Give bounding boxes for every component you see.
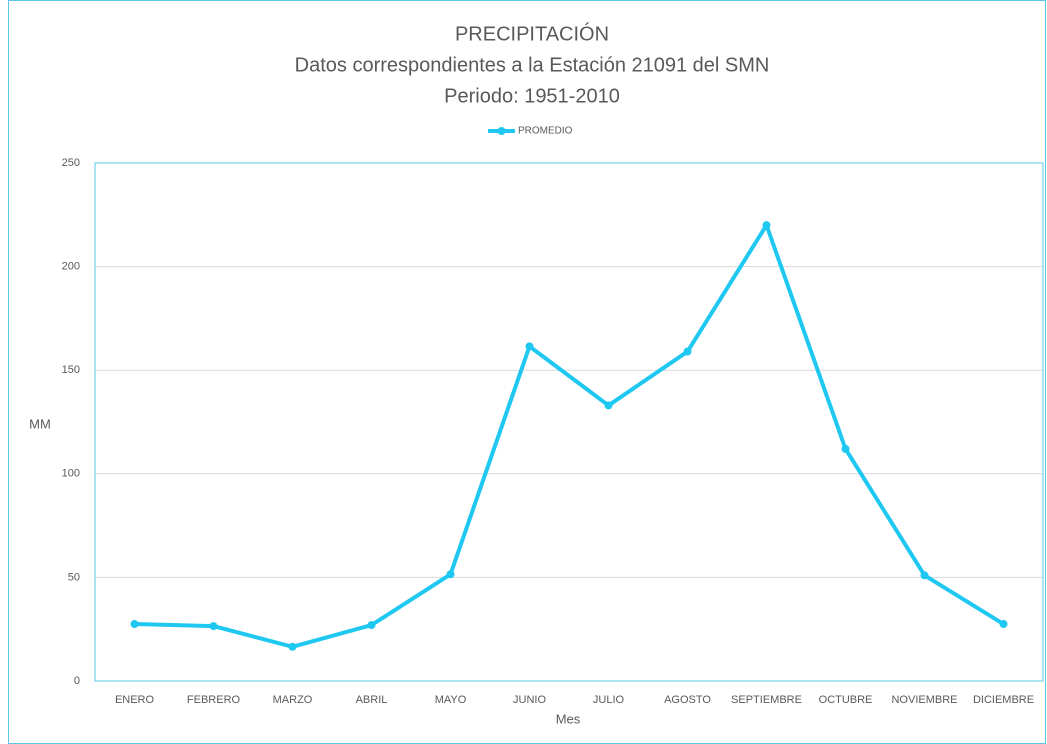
x-tick-label: FEBRERO <box>187 694 241 706</box>
marker <box>841 444 850 453</box>
x-tick-label: DICIEMBRE <box>973 694 1034 706</box>
marker <box>525 342 534 351</box>
marker <box>762 221 771 230</box>
legend-marker <box>497 127 506 135</box>
y-axis-label: MM <box>29 416 51 431</box>
y-tick-label: 250 <box>62 157 80 169</box>
chart-subtitle: Datos correspondientes a la Estación 210… <box>295 54 770 76</box>
y-tick-label: 0 <box>74 675 80 687</box>
marker <box>683 347 692 356</box>
line <box>134 223 1005 649</box>
x-tick-label: JUNIO <box>513 694 546 706</box>
chart-subtitle: Periodo: 1951-2010 <box>444 85 620 107</box>
marker <box>999 620 1008 629</box>
marker <box>130 620 139 629</box>
x-tick-label: OCTUBRE <box>819 694 873 706</box>
marker <box>604 401 613 410</box>
marker <box>920 571 929 580</box>
marker <box>446 570 455 579</box>
y-tick-label: 200 <box>62 261 80 273</box>
marker <box>288 642 297 651</box>
legend-label: PROMEDIO <box>518 126 573 137</box>
x-tick-label: ABRIL <box>356 694 388 706</box>
y-tick-label: 100 <box>62 468 80 480</box>
x-tick-label: NOVIEMBRE <box>891 694 957 706</box>
x-tick-label: ENERO <box>115 694 155 706</box>
x-tick-label: SEPTIEMBRE <box>731 694 802 706</box>
x-tick-label: MARZO <box>273 694 313 706</box>
y-tick-label: 50 <box>68 571 80 583</box>
x-tick-label: AGOSTO <box>664 694 711 706</box>
marker <box>367 621 376 630</box>
marker <box>209 622 218 631</box>
plot-border <box>94 162 1044 682</box>
x-tick-label: JULIO <box>593 694 625 706</box>
x-axis-label: Mes <box>556 711 581 726</box>
chart-border <box>8 0 1046 744</box>
x-tick-label: MAYO <box>435 694 467 706</box>
chart-title: PRECIPITACIÓN <box>455 22 609 45</box>
y-tick-label: 150 <box>62 364 80 376</box>
